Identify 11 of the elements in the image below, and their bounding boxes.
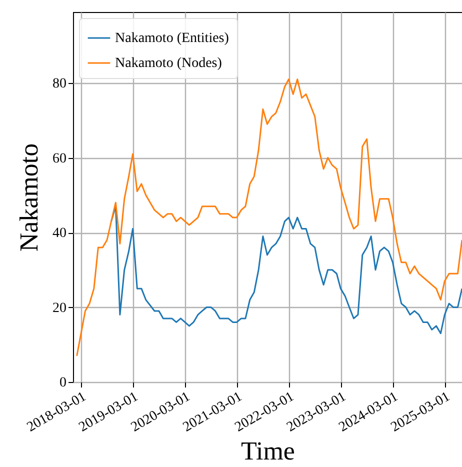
y-tick-label: 80: [52, 76, 66, 92]
y-tick-label: 60: [52, 151, 66, 166]
y-tick-label: 0: [60, 376, 66, 390]
y-tick-label: 20: [52, 300, 66, 316]
line-series: [110, 206, 462, 334]
legend-label: Nakamoto (Entities): [115, 31, 230, 46]
x-axis-title: Time: [241, 436, 295, 466]
legend-label: Nakamoto (Nodes): [115, 56, 222, 71]
y-tick-label: 40: [52, 226, 66, 242]
line-series: [76, 78, 462, 357]
y-axis-title: Nakamoto: [14, 143, 44, 252]
